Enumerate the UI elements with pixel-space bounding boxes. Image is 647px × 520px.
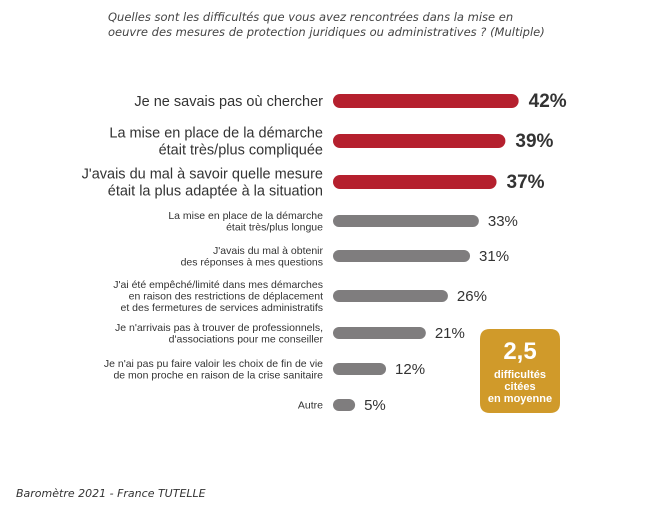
- bar-7: [333, 327, 426, 339]
- chart-title: Quelles sont les difficultés que vous av…: [108, 10, 545, 39]
- category-label-9: Autre: [298, 400, 323, 412]
- source-note: Baromètre 2021 - France TUTELLE: [16, 487, 206, 500]
- category-label-6: J'ai été empêché/limité dans mes démarch…: [113, 279, 323, 314]
- category-label-3: J'avais du mal à savoir quelle mesure éta…: [82, 167, 323, 200]
- category-label-4: La mise en place de la démarche était trè…: [168, 210, 323, 234]
- value-label-3: 37%: [507, 172, 545, 193]
- bar-1: [333, 94, 519, 108]
- bar-2: [333, 134, 506, 148]
- bar-6: [333, 290, 448, 302]
- category-label-8: Je n'ai pas pu faire valoir les choix de…: [104, 358, 323, 382]
- average-badge-value: 2,5: [503, 338, 536, 365]
- bar-3: [333, 175, 497, 189]
- value-label-1: 42%: [529, 91, 567, 112]
- value-label-7: 21%: [435, 325, 465, 342]
- category-label-2: La mise en place de la démarche était trè…: [109, 126, 323, 159]
- average-badge: [480, 329, 560, 413]
- bar-chart: 42% Je ne savais pas où chercher 39% La mis…: [82, 91, 567, 414]
- value-label-5: 31%: [479, 248, 509, 265]
- bar-5: [333, 250, 471, 262]
- bar-4: [333, 215, 479, 227]
- value-label-6: 26%: [457, 288, 487, 305]
- bar-9: [333, 399, 356, 411]
- value-label-2: 39%: [515, 131, 553, 152]
- category-label-5: J'avais du mal à obtenir des réponses à m…: [181, 245, 324, 269]
- value-label-8: 12%: [395, 361, 425, 378]
- value-label-9: 5%: [364, 397, 386, 414]
- category-label-1: Je ne savais pas où chercher: [134, 94, 323, 110]
- bar-8: [333, 363, 387, 375]
- value-label-4: 33%: [488, 213, 518, 230]
- category-label-7: Je n'arrivais pas à trouver de professio…: [115, 322, 324, 346]
- average-badge-caption: difficultés citées en moyenne: [488, 369, 552, 405]
